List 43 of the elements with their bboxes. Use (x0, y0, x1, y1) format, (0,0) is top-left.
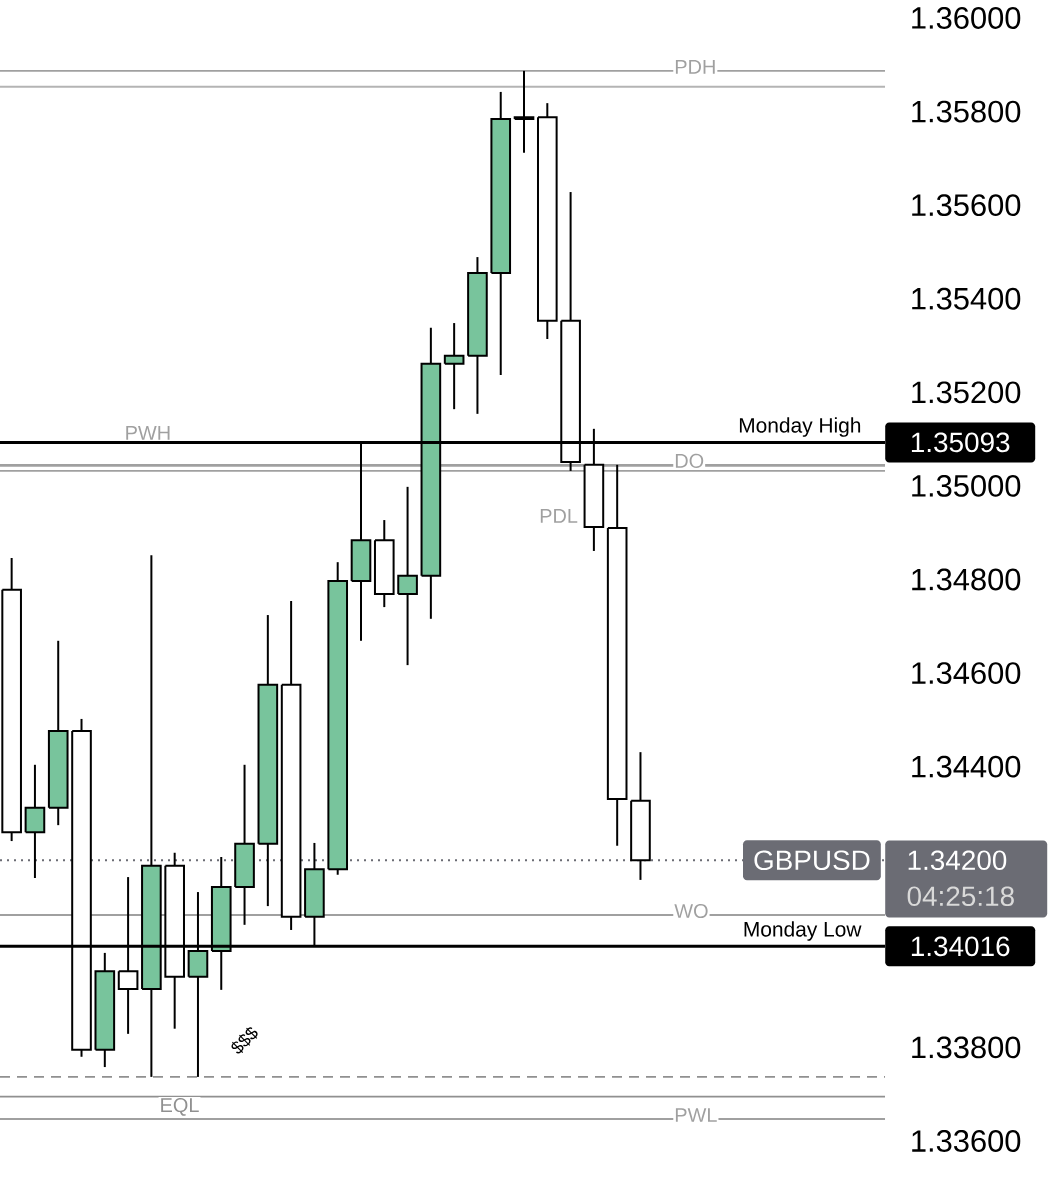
y-tick-label: 1.35800 (912, 100, 1021, 123)
ref-line-label: PDH (675, 60, 715, 74)
ref-line-label: PWL (675, 1108, 717, 1122)
candlestick (397, 485, 418, 667)
y-tick-label: 1.34800 (912, 568, 1021, 591)
candlestick (234, 763, 255, 926)
ref-line-label: GBPUSD (754, 850, 870, 871)
candlestick (630, 751, 651, 881)
ref-line-label: Monday High (739, 417, 861, 437)
candlestick (280, 600, 302, 931)
ref-line-label: PDL (540, 509, 578, 523)
ref-line-label: Monday Low (744, 921, 862, 941)
y-tick-label: 1.36000 (912, 7, 1021, 29)
candlestick (94, 951, 116, 1069)
ref-line-label: DO (675, 453, 704, 468)
y-tick-label: 1.33600 (912, 1130, 1021, 1152)
y-tick-label: 1.35000 (912, 474, 1021, 497)
y-tick-label: 1.33800 (912, 1036, 1021, 1059)
candlestick (467, 256, 488, 415)
candlestick (24, 763, 46, 880)
candlestick (513, 69, 535, 154)
text: 1.34200 (908, 850, 1007, 871)
candlestick (443, 322, 465, 411)
candlestick (257, 614, 279, 908)
text: 1.35093 (911, 432, 1010, 453)
candlestick (606, 463, 628, 847)
y-tick-label: 1.34400 (912, 755, 1021, 778)
ref-line-label: EQL (161, 1098, 199, 1116)
y-tick-label: 1.35400 (912, 287, 1021, 310)
candlestick (490, 90, 512, 377)
ref-line-label: WO (674, 903, 708, 919)
candlestick (1, 556, 22, 843)
y-tick-label: 1.35200 (912, 381, 1021, 404)
candlestick (536, 102, 558, 340)
y-tick-label: 1.34600 (912, 662, 1021, 685)
candlestick (47, 639, 69, 827)
ref-line-label: PWH (126, 425, 170, 440)
candlestick (373, 519, 395, 609)
y-tick-label: 1.35600 (912, 194, 1021, 217)
annotation: $$$ (231, 1027, 258, 1054)
text: 04:25:18 (907, 886, 1014, 907)
text: 1.34016 (911, 936, 1010, 957)
candlestick (327, 561, 349, 876)
